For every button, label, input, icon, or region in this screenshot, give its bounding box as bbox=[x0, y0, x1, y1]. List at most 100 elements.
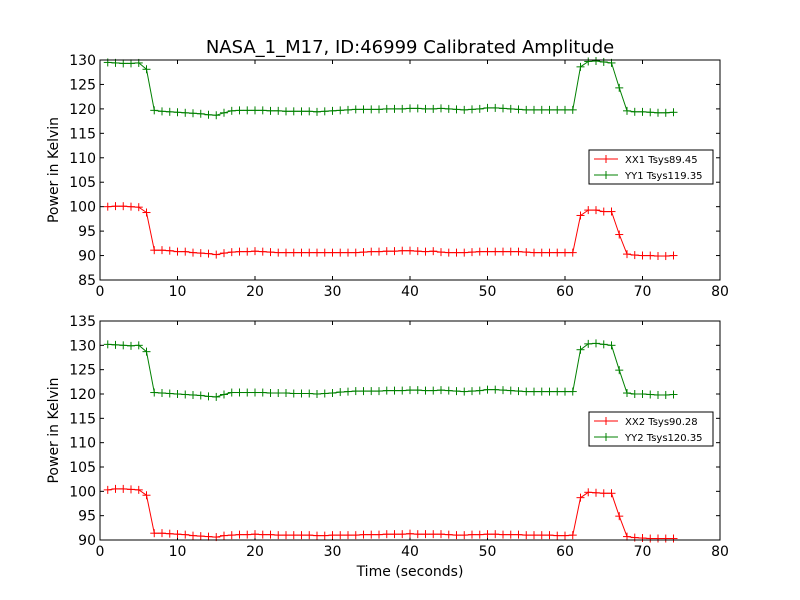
data-point bbox=[568, 105, 577, 114]
data-point bbox=[421, 530, 430, 539]
data-point bbox=[444, 386, 453, 395]
data-point bbox=[437, 104, 445, 113]
data-point bbox=[592, 206, 600, 215]
data-point bbox=[313, 531, 321, 540]
data-point bbox=[266, 106, 275, 115]
data-point bbox=[181, 108, 190, 117]
data-point bbox=[413, 247, 422, 256]
data-point bbox=[142, 65, 151, 74]
y-tick-label: 100 bbox=[69, 200, 96, 216]
data-point bbox=[599, 489, 608, 498]
data-point bbox=[336, 531, 345, 540]
data-point bbox=[313, 390, 321, 398]
x-tick-label: 10 bbox=[169, 544, 187, 560]
data-point bbox=[344, 531, 352, 540]
data-point bbox=[390, 104, 399, 113]
data-point bbox=[344, 105, 352, 114]
data-point bbox=[297, 107, 306, 116]
y-tick-label: 100 bbox=[69, 484, 96, 500]
bottom-axes: 0 10 20 30 40 50 60 70 80 90 95 100 105 110 115 120 125 1… bbox=[46, 314, 729, 580]
data-point bbox=[506, 104, 515, 113]
legend-entry: YY1 Tsys119.35 bbox=[624, 171, 703, 182]
data-point bbox=[390, 247, 399, 256]
data-point bbox=[545, 387, 554, 396]
data-point bbox=[537, 248, 546, 257]
data-point bbox=[258, 388, 267, 397]
data-point bbox=[375, 530, 383, 539]
data-point bbox=[506, 386, 515, 395]
x-tick-label: 30 bbox=[324, 284, 342, 300]
data-point bbox=[158, 246, 166, 255]
data-point bbox=[251, 388, 259, 397]
data-point bbox=[654, 108, 662, 117]
data-point bbox=[119, 59, 128, 68]
data-point bbox=[654, 252, 662, 261]
data-point bbox=[375, 387, 383, 396]
data-point bbox=[220, 390, 228, 399]
data-point bbox=[506, 530, 515, 539]
y-tick-label: 95 bbox=[78, 224, 96, 240]
x-tick-label: 10 bbox=[169, 284, 187, 300]
data-point bbox=[669, 251, 678, 260]
data-point bbox=[630, 390, 639, 398]
data-point bbox=[235, 388, 244, 397]
data-point bbox=[344, 387, 352, 396]
data-point bbox=[227, 106, 236, 115]
data-point bbox=[398, 246, 407, 255]
y-tick-label: 120 bbox=[69, 102, 96, 118]
data-point bbox=[638, 534, 647, 543]
data-point bbox=[646, 534, 655, 543]
data-point bbox=[669, 108, 678, 117]
data-point bbox=[630, 107, 639, 116]
data-point bbox=[142, 208, 151, 217]
data-point bbox=[592, 339, 600, 348]
data-point bbox=[475, 247, 484, 256]
data-point bbox=[243, 247, 252, 256]
data-point bbox=[196, 532, 205, 541]
data-point bbox=[499, 386, 507, 395]
data-point bbox=[158, 107, 166, 116]
axes-frame bbox=[99, 320, 721, 541]
data-point bbox=[289, 389, 298, 398]
data-point bbox=[274, 248, 283, 257]
data-point bbox=[328, 389, 337, 398]
data-point bbox=[522, 531, 531, 540]
data-point bbox=[475, 104, 484, 113]
data-point bbox=[258, 530, 267, 539]
x-tick-label: 0 bbox=[96, 544, 105, 560]
data-point bbox=[592, 56, 600, 65]
x-tick-label: 40 bbox=[401, 284, 419, 300]
data-point bbox=[499, 530, 507, 539]
data-point bbox=[127, 202, 135, 211]
data-point bbox=[615, 366, 624, 375]
x-tick-label: 70 bbox=[634, 544, 652, 560]
data-point bbox=[103, 202, 112, 211]
data-point bbox=[437, 248, 445, 257]
x-tick-label: 20 bbox=[246, 544, 264, 560]
data-point bbox=[359, 387, 368, 396]
data-point bbox=[134, 485, 143, 494]
x-tick-label: 30 bbox=[324, 544, 342, 560]
data-point bbox=[196, 109, 205, 118]
data-point bbox=[351, 531, 360, 540]
data-point bbox=[134, 203, 143, 212]
legend-entry: YY2 Tsys120.35 bbox=[624, 433, 703, 444]
data-point bbox=[274, 389, 283, 398]
data-point bbox=[119, 484, 128, 493]
data-point bbox=[584, 206, 593, 215]
data-point bbox=[351, 248, 360, 257]
data-point bbox=[258, 106, 267, 115]
data-point bbox=[499, 247, 507, 256]
data-point bbox=[468, 105, 476, 114]
data-point bbox=[491, 247, 500, 256]
x-tick-label: 70 bbox=[634, 284, 652, 300]
data-point bbox=[483, 103, 492, 112]
data-point bbox=[359, 530, 368, 539]
data-point bbox=[444, 530, 453, 539]
y-tick-label: 105 bbox=[69, 460, 96, 476]
data-point bbox=[127, 485, 135, 494]
data-point bbox=[305, 531, 314, 540]
data-point bbox=[251, 530, 259, 539]
data-point bbox=[305, 389, 314, 398]
